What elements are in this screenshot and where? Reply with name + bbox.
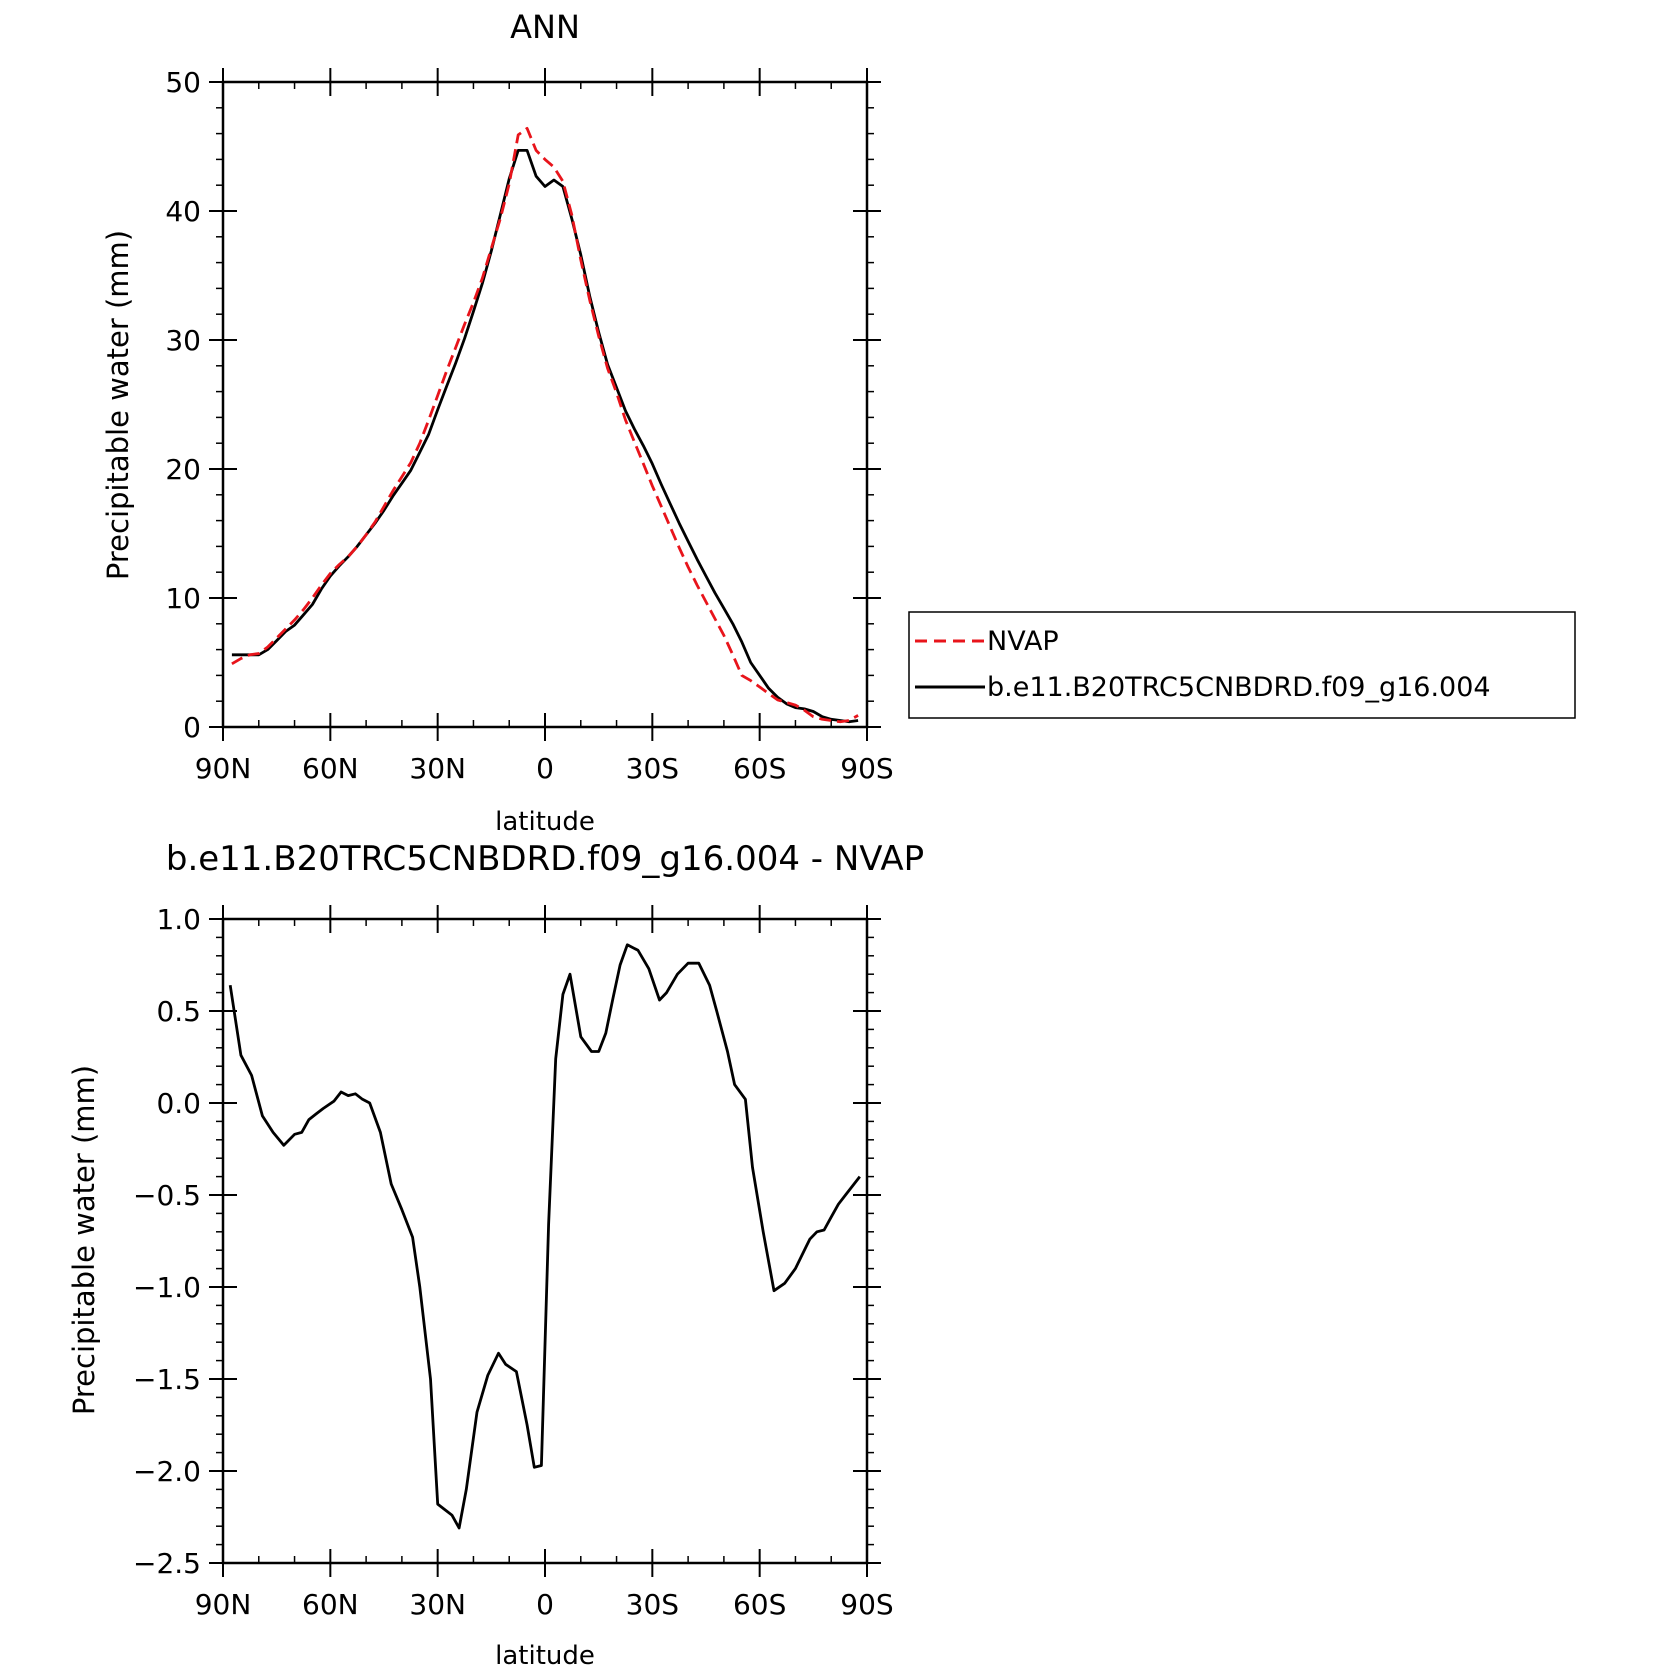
y-tick-label: −2.0 [133, 1455, 201, 1488]
difference-panel: b.e11.B20TRC5CNBDRD.f09_g16.004 - NVAP 9… [67, 839, 924, 1669]
y-tick-labels: 1.0 0.5 0.0 −0.5 −1.0 −1.5 −2.0 −2.5 [133, 903, 201, 1580]
legend-box [908, 611, 1576, 719]
x-tick-label: 0 [536, 752, 554, 785]
legend: NVAP b.e11.B20TRC5CNBDRD.f09_g16.004 [908, 611, 1576, 719]
y-tick-label: 50 [165, 66, 201, 99]
y-tick-labels: 0 10 20 30 40 50 [165, 66, 201, 744]
y-tick-label: −1.5 [133, 1363, 201, 1396]
series-layer [231, 126, 859, 724]
axis-ticks [209, 905, 881, 1577]
y-tick-label: −2.5 [133, 1547, 201, 1580]
legend-label-model: b.e11.B20TRC5CNBDRD.f09_g16.004 [987, 672, 1491, 703]
y-tick-label: 0 [183, 711, 201, 744]
y-tick-label: 40 [165, 195, 201, 228]
x-tick-labels: 90N 60N 30N 0 30S 60S 90S [195, 752, 894, 785]
legend-label-nvap: NVAP [987, 626, 1059, 657]
x-tick-label: 60N [302, 752, 359, 785]
y-tick-label: 0.5 [156, 995, 201, 1028]
x-tick-label: 30N [409, 1588, 466, 1621]
y-tick-label: 20 [165, 453, 201, 486]
series-line-model [228, 943, 861, 1530]
x-tick-label: 60S [733, 752, 786, 785]
chart-title: ANN [510, 8, 580, 46]
x-axis-label: latitude [495, 807, 595, 837]
y-axis-label: Precipitable water (mm) [67, 1065, 101, 1415]
y-tick-label: 30 [165, 324, 201, 357]
precipitable-water-panel: ANN 90N 60N 30N 0 30S 60S 90S 0 10 20 30 40 50 lati… [101, 8, 894, 837]
x-axis-label: latitude [495, 1641, 595, 1669]
series-layer [228, 943, 861, 1530]
chart-title: b.e11.B20TRC5CNBDRD.f09_g16.004 - NVAP [166, 839, 924, 879]
series-line-nvap [231, 126, 859, 724]
y-tick-label: 0.0 [156, 1087, 201, 1120]
x-tick-label: 0 [536, 1588, 554, 1621]
series-line-model [231, 148, 859, 724]
x-tick-label: 90N [195, 752, 252, 785]
x-tick-label: 30S [626, 1588, 679, 1621]
x-tick-label: 90N [195, 1588, 252, 1621]
y-tick-label: 10 [165, 582, 201, 615]
x-tick-label: 90S [840, 752, 893, 785]
x-tick-label: 30N [409, 752, 466, 785]
x-tick-label: 60N [302, 1588, 359, 1621]
y-axis-label: Precipitable water (mm) [101, 230, 135, 580]
x-tick-label: 60S [733, 1588, 786, 1621]
y-tick-label: −1.0 [133, 1271, 201, 1304]
x-tick-labels: 90N 60N 30N 0 30S 60S 90S [195, 1588, 894, 1621]
plot-frame [221, 80, 869, 729]
x-tick-label: 90S [840, 1588, 893, 1621]
axis-ticks [209, 68, 881, 741]
y-tick-label: −0.5 [133, 1179, 201, 1212]
plot-frame [221, 917, 869, 1565]
y-tick-label: 1.0 [156, 903, 201, 936]
x-tick-label: 30S [626, 752, 679, 785]
